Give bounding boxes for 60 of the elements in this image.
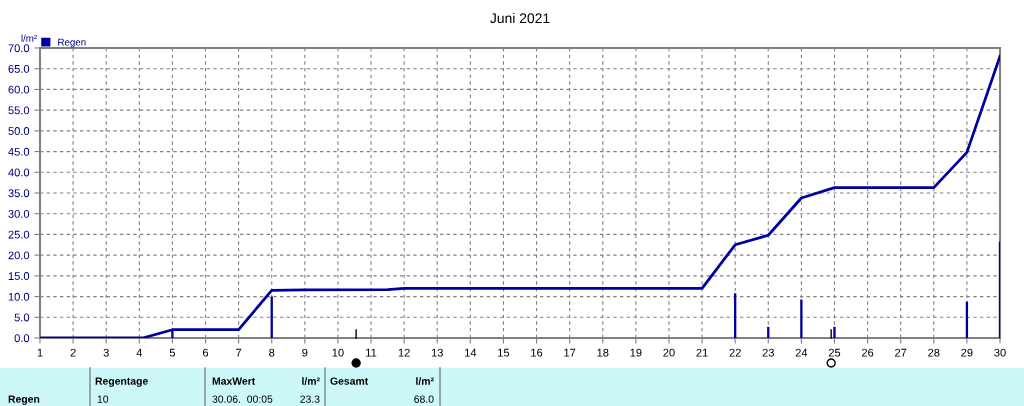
x-tick-label: 25	[828, 348, 841, 357]
x-tick-label: 2	[70, 348, 76, 357]
text: Regentage	[95, 377, 148, 387]
y-tick-label: 10.0	[8, 292, 30, 301]
bar	[800, 299, 803, 338]
x-tick-label: 7	[236, 348, 242, 357]
x-tick-label: 16	[531, 348, 543, 357]
x-tick-label: 5	[169, 348, 176, 357]
y-tick-label: 30.0	[8, 209, 30, 218]
y-tick-label: 35.0	[8, 189, 30, 198]
x-tick-label: 8	[269, 348, 275, 357]
x-tick-label: 21	[696, 348, 708, 357]
x-tick-label: 1	[37, 348, 43, 357]
text: 30.06. 00:05	[212, 395, 273, 403]
x-tick-label: 4	[136, 348, 143, 357]
y-tick-label: 0.0	[14, 334, 30, 343]
x-tick-label: 20	[663, 348, 675, 357]
x-tick-label: 13	[431, 348, 443, 357]
x-tick-label: 10	[332, 348, 344, 357]
x-tick-label: 15	[498, 348, 510, 357]
y-tick-label: 50.0	[8, 127, 30, 135]
y-tick-label: 20.0	[8, 251, 30, 260]
x-tick-label: 6	[202, 348, 209, 357]
x-tick-label: 19	[630, 348, 642, 357]
x-tick-label: 29	[961, 348, 973, 357]
text: Regen	[8, 395, 40, 405]
x-tick-label: 14	[465, 348, 477, 357]
bar	[833, 326, 836, 338]
x-tick-label: 11	[366, 348, 377, 357]
y-tick-label: 55.0	[8, 106, 30, 115]
x-tick-label: 23	[762, 348, 774, 357]
text: l/m²	[416, 377, 434, 385]
chart-title: Juni 2021	[490, 12, 550, 24]
text: 23.3	[300, 395, 320, 403]
x-tick-label: 17	[564, 348, 576, 357]
x-tick-label: 12	[398, 348, 410, 357]
text: MaxWert	[212, 377, 256, 385]
x-tick-label: 3	[103, 348, 109, 357]
text: 68.0	[414, 395, 434, 403]
text: 10	[97, 395, 109, 403]
x-tick-label: 30	[994, 348, 1006, 357]
text: Gesamt	[330, 377, 369, 385]
x-tick-label: 26	[861, 348, 874, 357]
x-tick-label: 18	[597, 348, 609, 357]
x-tick-label: 22	[729, 348, 741, 357]
y-tick-label: 70.0	[8, 44, 30, 53]
y-tick-label: 15.0	[8, 272, 30, 280]
y-axis-title: l/m²	[21, 34, 37, 42]
text: l/m²	[302, 377, 320, 385]
y-tick-label: 65.0	[8, 64, 30, 73]
y-tick-label: 45.0	[8, 147, 30, 156]
x-tick-label: 9	[302, 348, 308, 357]
x-tick-label: 28	[928, 348, 940, 357]
x-tick-label: 24	[795, 348, 808, 357]
legend-label: Regen	[58, 38, 86, 48]
y-tick-label: 60.0	[8, 85, 30, 94]
y-tick-label: 25.0	[8, 230, 30, 239]
y-tick-label: 5.0	[14, 313, 30, 322]
y-tick-label: 40.0	[8, 168, 30, 177]
x-tick-label: 27	[895, 348, 907, 357]
